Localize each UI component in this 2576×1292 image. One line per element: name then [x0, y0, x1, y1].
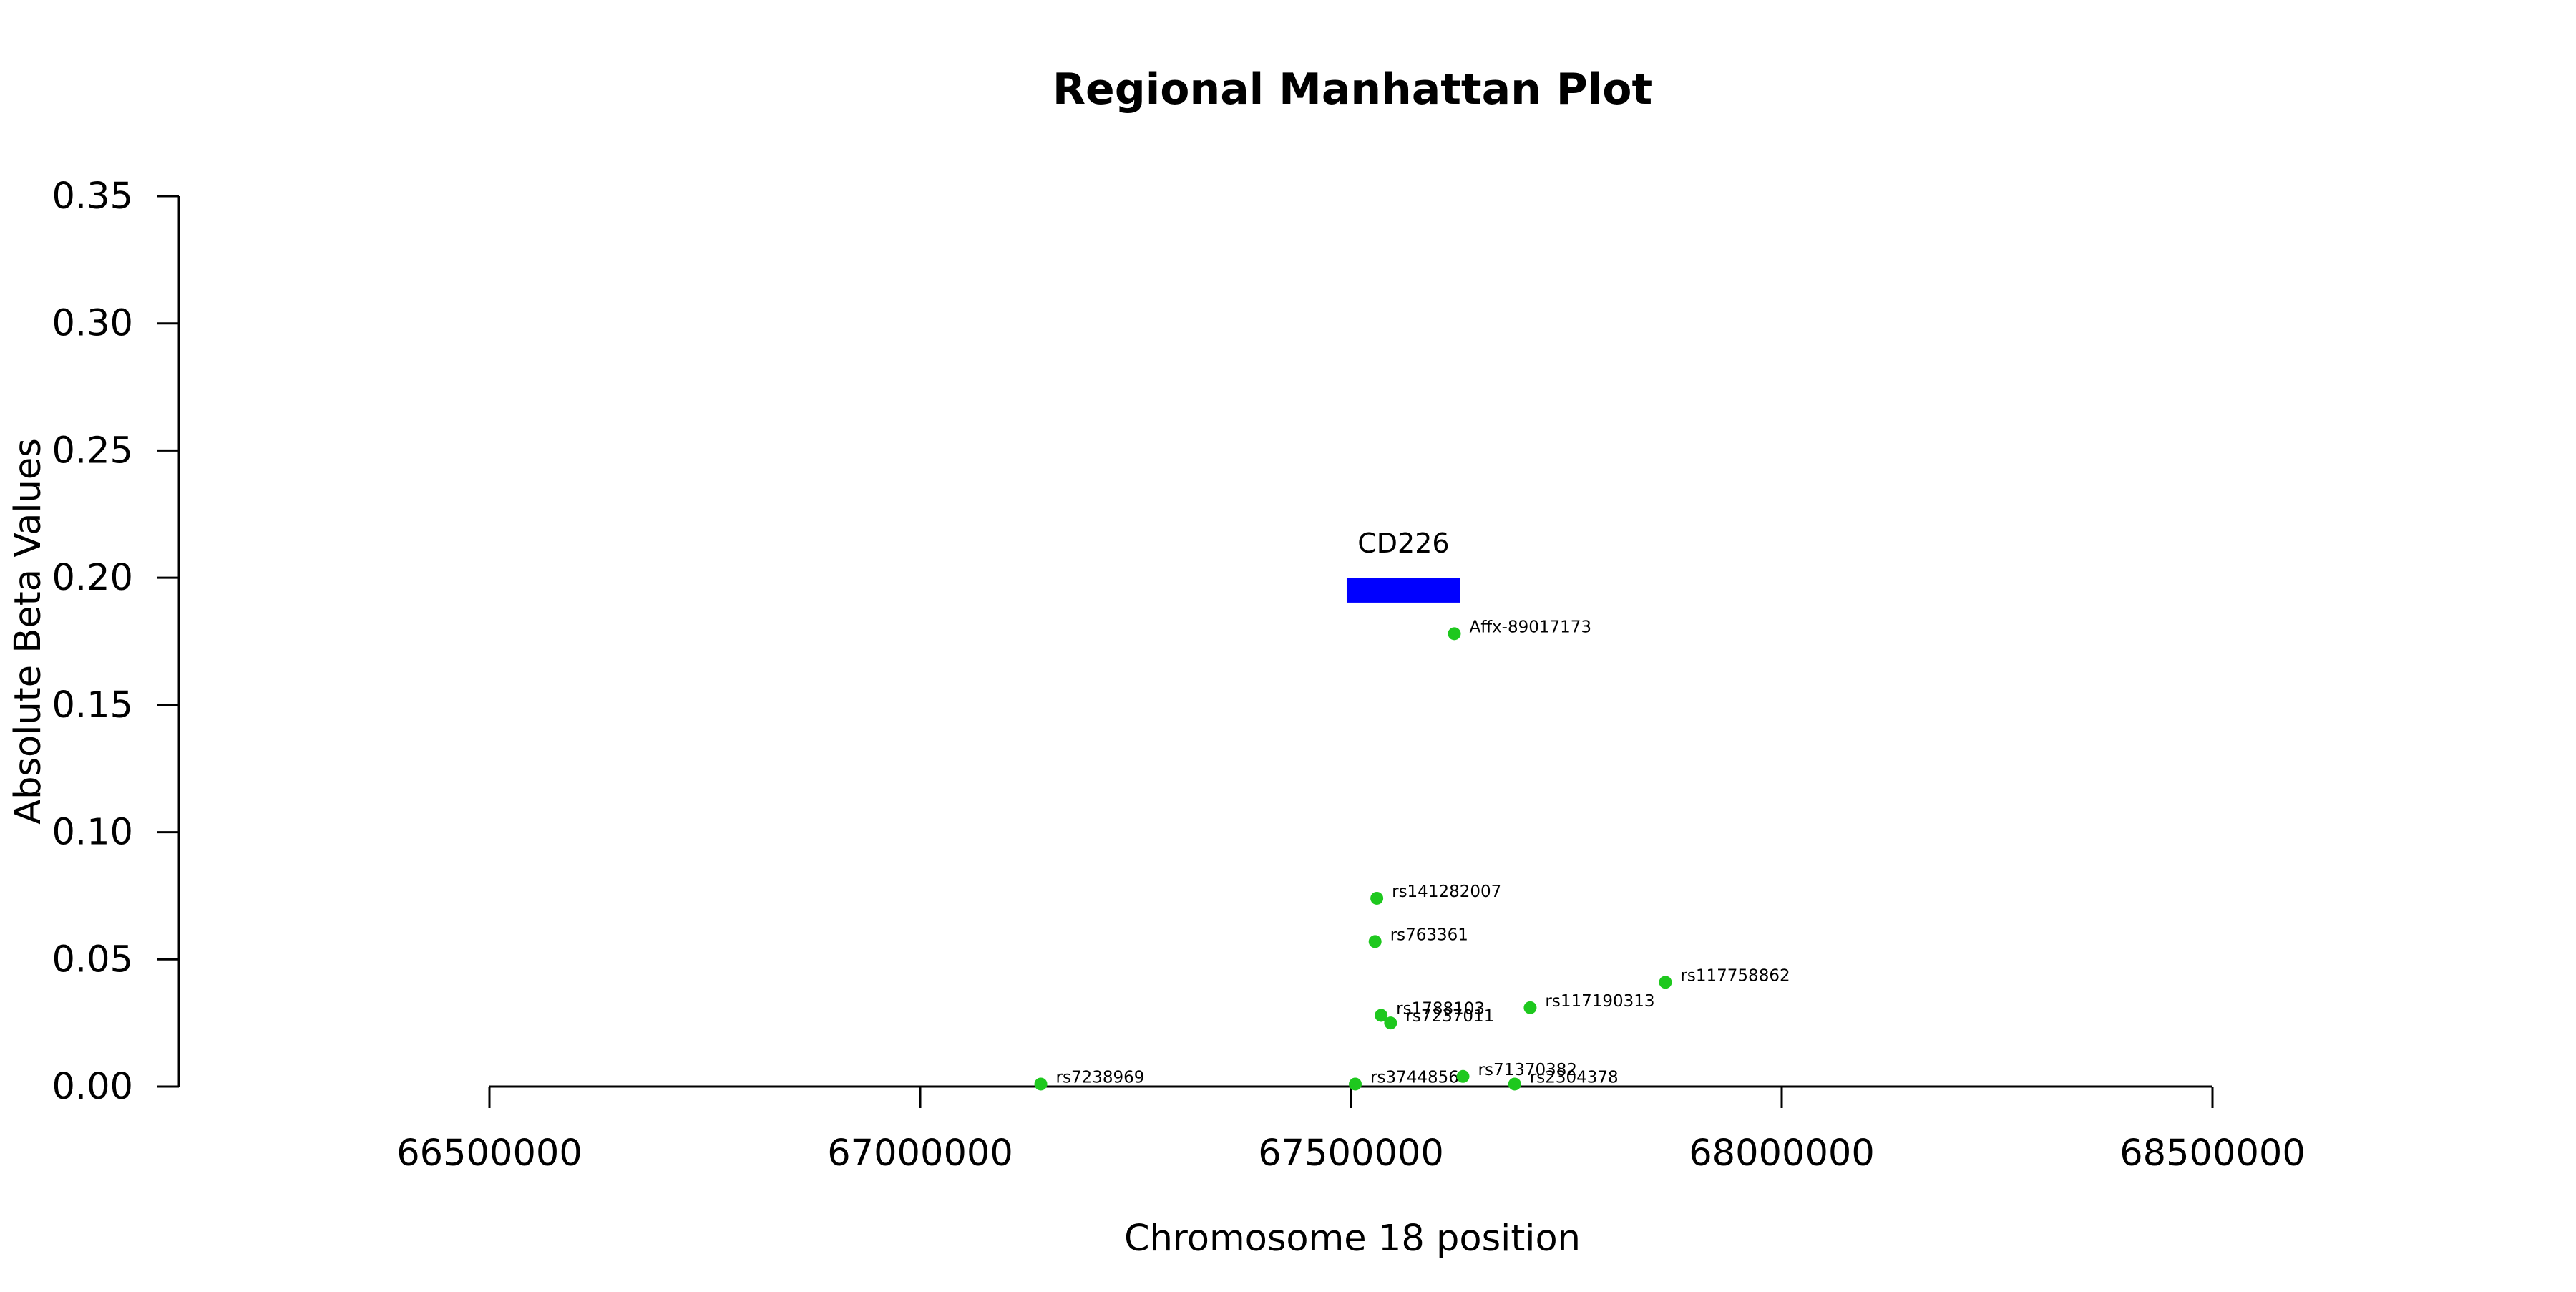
x-tick-label: 67000000 — [827, 1132, 1013, 1175]
y-tick-label: 0.30 — [52, 303, 133, 345]
snp-point — [1659, 976, 1672, 989]
x-tick-label: 66500000 — [396, 1132, 582, 1175]
snp-point — [1508, 1077, 1521, 1091]
x-tick-label: 68500000 — [2119, 1132, 2306, 1175]
snp-label: rs7237011 — [1405, 1007, 1494, 1026]
gene-label: CD226 — [1357, 528, 1449, 559]
snp-label: rs763361 — [1390, 926, 1468, 944]
snp-point — [1368, 935, 1382, 948]
y-axis-label: Absolute Beta Values — [7, 438, 49, 825]
x-axis-label: Chromosome 18 position — [1124, 1218, 1581, 1260]
y-tick-label: 0.05 — [52, 938, 133, 981]
snp-label: rs141282007 — [1392, 883, 1501, 901]
snp-label: rs71370382 — [1478, 1061, 1578, 1079]
y-tick-label: 0.20 — [52, 557, 133, 599]
chart-title: Regional Manhattan Plot — [1053, 64, 1652, 115]
x-tick-label: 68000000 — [1689, 1132, 1875, 1175]
snp-point — [1384, 1016, 1397, 1030]
snp-point — [1034, 1077, 1048, 1091]
snp-label: rs117758862 — [1680, 966, 1790, 985]
snp-label: rs2304378 — [1530, 1068, 1619, 1087]
snp-point — [1456, 1069, 1470, 1083]
snp-label: rs1788103 — [1396, 999, 1485, 1018]
snp-point — [1370, 891, 1384, 905]
y-tick-label: 0.00 — [52, 1066, 133, 1108]
y-tick-label: 0.25 — [52, 429, 133, 472]
snp-point — [1523, 1001, 1537, 1014]
y-tick-label: 0.35 — [52, 175, 133, 218]
snp-points: Affx-89017173 rs141282007 rs763361 rs117758… — [1034, 618, 1790, 1091]
y-axis: 0.00 0.05 0.10 0.15 0.20 0.25 0.30 0.35 — [52, 175, 180, 1108]
snp-label: rs7238969 — [1056, 1068, 1145, 1087]
snp-point — [1349, 1077, 1362, 1091]
snp-label: Affx-89017173 — [1469, 618, 1591, 636]
snp-point — [1375, 1009, 1388, 1022]
gene-track: CD226 — [1346, 528, 1460, 603]
snp-label: rs117190313 — [1545, 992, 1654, 1011]
x-axis: 66500000 67000000 67500000 68000000 68500000 — [396, 1085, 2306, 1175]
gene-bar — [1346, 578, 1460, 603]
snp-point — [1448, 627, 1461, 641]
snp-label: rs3744856 — [1370, 1068, 1459, 1087]
y-tick-label: 0.15 — [52, 684, 133, 727]
x-tick-label: 67500000 — [1258, 1132, 1444, 1175]
y-tick-label: 0.10 — [52, 812, 133, 854]
